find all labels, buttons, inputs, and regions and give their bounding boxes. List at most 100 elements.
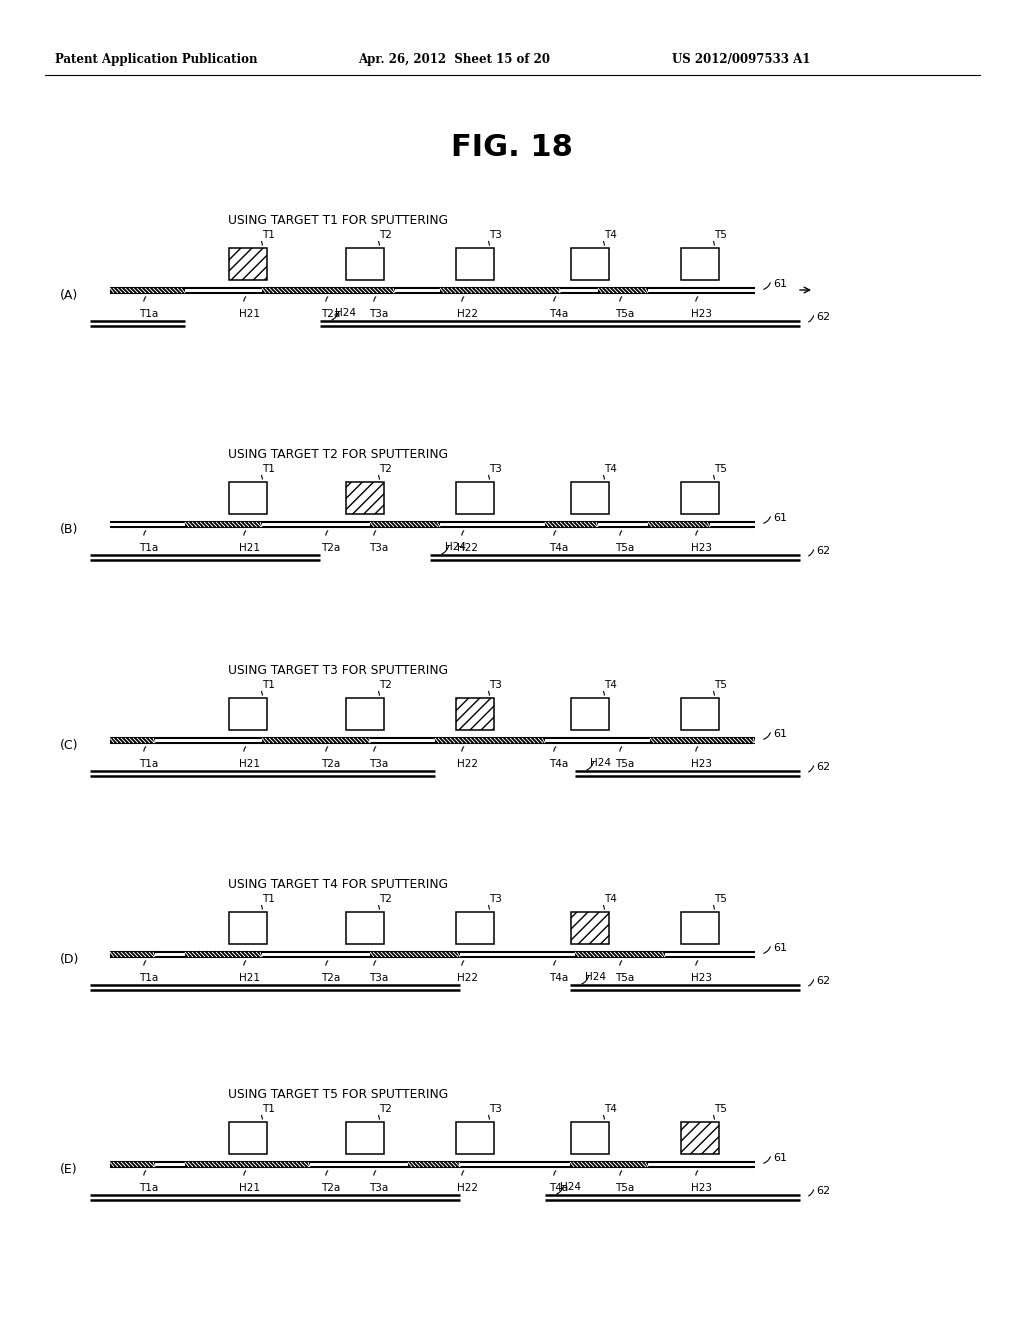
Text: H23: H23 [691, 1183, 712, 1193]
Bar [435, 738, 545, 743]
Text: T4: T4 [604, 465, 616, 474]
Text: T3a: T3a [369, 309, 388, 319]
Text: T3a: T3a [369, 1183, 388, 1193]
Bar [370, 521, 440, 527]
Text: T3: T3 [489, 680, 502, 690]
Text: T2a: T2a [321, 309, 340, 319]
Bar [408, 1162, 460, 1167]
Bar [598, 288, 648, 293]
Text: T2a: T2a [321, 1183, 340, 1193]
Bar [681, 698, 719, 730]
Text: T5a: T5a [615, 973, 634, 983]
Bar [370, 952, 460, 957]
Text: T1: T1 [262, 894, 274, 904]
Bar [650, 738, 755, 743]
Text: Apr. 26, 2012  Sheet 15 of 20: Apr. 26, 2012 Sheet 15 of 20 [358, 54, 550, 66]
Text: T2a: T2a [321, 759, 340, 770]
Text: T1a: T1a [139, 759, 159, 770]
Text: T1a: T1a [139, 543, 159, 553]
Text: H24: H24 [585, 972, 606, 982]
Text: (C): (C) [60, 738, 79, 751]
Text: T2a: T2a [321, 543, 340, 553]
Bar [262, 738, 370, 743]
Bar [575, 952, 665, 957]
Text: T3: T3 [489, 465, 502, 474]
Text: T1: T1 [262, 465, 274, 474]
Text: USING TARGET T1 FOR SPUTTERING: USING TARGET T1 FOR SPUTTERING [228, 214, 449, 227]
Bar [571, 912, 609, 944]
Bar [110, 288, 185, 293]
Bar [185, 521, 262, 527]
Bar [681, 482, 719, 513]
Text: T4a: T4a [549, 309, 568, 319]
Text: T2a: T2a [321, 973, 340, 983]
Text: H23: H23 [691, 543, 712, 553]
Text: T3a: T3a [369, 973, 388, 983]
Bar [346, 1122, 384, 1154]
Text: 61: 61 [773, 1152, 787, 1163]
Bar [229, 1122, 267, 1154]
Text: H23: H23 [691, 759, 712, 770]
Text: 62: 62 [816, 546, 830, 556]
Text: H22: H22 [457, 309, 478, 319]
Text: T1: T1 [262, 230, 274, 240]
Text: T2: T2 [379, 680, 392, 690]
Text: USING TARGET T2 FOR SPUTTERING: USING TARGET T2 FOR SPUTTERING [228, 447, 449, 461]
Text: US 2012/0097533 A1: US 2012/0097533 A1 [672, 54, 810, 66]
Text: T3: T3 [489, 230, 502, 240]
Text: 62: 62 [816, 975, 830, 986]
Bar [545, 521, 598, 527]
Text: USING TARGET T3 FOR SPUTTERING: USING TARGET T3 FOR SPUTTERING [228, 664, 449, 676]
Text: USING TARGET T5 FOR SPUTTERING: USING TARGET T5 FOR SPUTTERING [228, 1088, 449, 1101]
Bar [229, 482, 267, 513]
Text: T1: T1 [262, 680, 274, 690]
Text: H23: H23 [691, 973, 712, 983]
Text: H24: H24 [335, 308, 356, 318]
Text: H21: H21 [239, 759, 260, 770]
Bar [648, 521, 710, 527]
Bar [456, 912, 494, 944]
Text: H21: H21 [239, 1183, 260, 1193]
Text: T5a: T5a [615, 309, 634, 319]
Text: T1a: T1a [139, 1183, 159, 1193]
Text: T2: T2 [379, 230, 392, 240]
Bar [346, 698, 384, 730]
Text: T3: T3 [489, 1104, 502, 1114]
Text: H22: H22 [457, 543, 478, 553]
Text: T4a: T4a [549, 759, 568, 770]
Text: T2: T2 [379, 1104, 392, 1114]
Bar [185, 1162, 310, 1167]
Text: H21: H21 [239, 309, 260, 319]
Text: H24: H24 [560, 1181, 581, 1192]
Bar [456, 482, 494, 513]
Bar [110, 952, 155, 957]
Text: T5: T5 [714, 1104, 727, 1114]
Text: (A): (A) [60, 289, 78, 301]
Text: 61: 61 [773, 279, 787, 289]
Text: T3a: T3a [369, 759, 388, 770]
Text: H21: H21 [239, 543, 260, 553]
Text: T5: T5 [714, 894, 727, 904]
Bar [229, 912, 267, 944]
Text: H23: H23 [691, 309, 712, 319]
Bar [346, 248, 384, 280]
Text: 62: 62 [816, 312, 830, 322]
Text: T5: T5 [714, 230, 727, 240]
Text: (D): (D) [60, 953, 80, 965]
Text: H22: H22 [457, 759, 478, 770]
Bar [570, 1162, 648, 1167]
Bar [571, 248, 609, 280]
Text: T4: T4 [604, 1104, 616, 1114]
Text: 62: 62 [816, 1185, 830, 1196]
Bar [110, 1162, 155, 1167]
Text: H22: H22 [457, 1183, 478, 1193]
Text: T4: T4 [604, 894, 616, 904]
Bar [681, 1122, 719, 1154]
Bar [440, 288, 560, 293]
Text: Patent Application Publication: Patent Application Publication [55, 54, 257, 66]
Bar [346, 482, 384, 513]
Bar [571, 1122, 609, 1154]
Text: (B): (B) [60, 523, 79, 536]
Bar [229, 248, 267, 280]
Text: T2: T2 [379, 894, 392, 904]
